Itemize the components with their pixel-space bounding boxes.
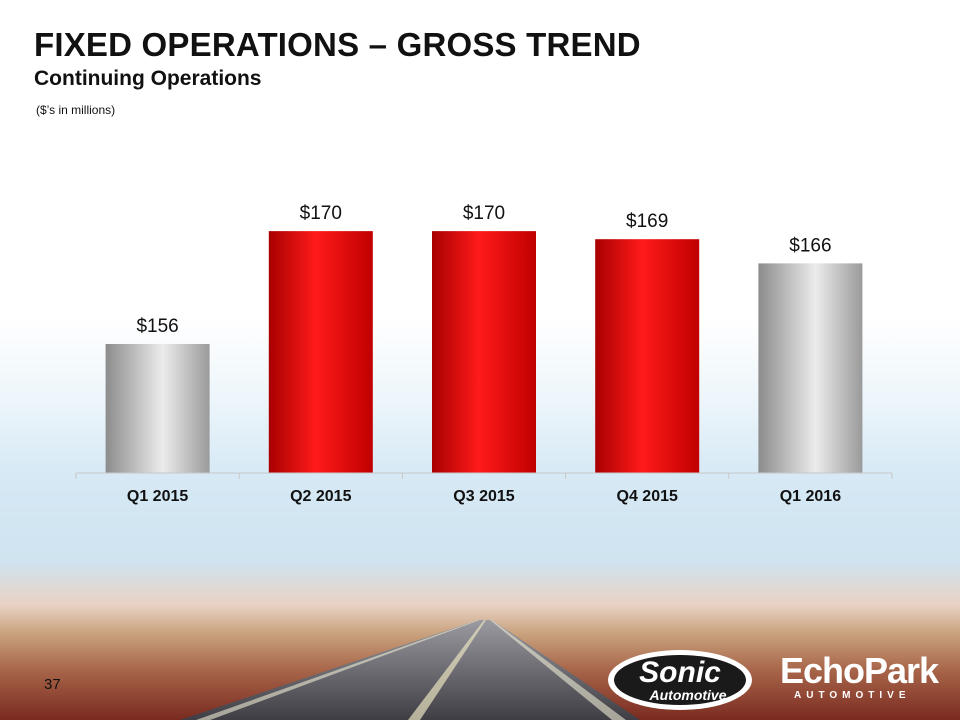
slide-subtitle: Continuing Operations bbox=[34, 67, 262, 90]
units-note: ($’s in millions) bbox=[36, 103, 116, 117]
svg-text:Sonic: Sonic bbox=[639, 656, 721, 689]
svg-text:Automotive: Automotive bbox=[649, 687, 727, 703]
x-tick-label: Q3 2015 bbox=[453, 488, 514, 505]
data-label: $166 bbox=[789, 235, 831, 256]
data-label: $170 bbox=[300, 203, 342, 224]
bar-q2-2015 bbox=[268, 231, 373, 473]
data-label: $170 bbox=[463, 203, 505, 224]
bar-q1-2016 bbox=[758, 263, 863, 473]
slide-title: FIXED OPERATIONS – GROSS TREND bbox=[34, 26, 641, 63]
echopark-wordmark: EchoPark bbox=[780, 650, 939, 691]
echopark-logo: EchoPark AUTOMOTIVE bbox=[780, 646, 940, 706]
data-label: $156 bbox=[136, 316, 178, 337]
x-tick-label: Q1 2016 bbox=[780, 488, 841, 505]
echopark-subtitle: AUTOMOTIVE bbox=[794, 690, 911, 701]
bar-q1-2015 bbox=[105, 344, 210, 473]
sonic-automotive-logo: Sonic Automotive bbox=[606, 648, 758, 712]
bar-q3-2015 bbox=[432, 231, 536, 473]
x-tick-label: Q2 2015 bbox=[290, 488, 351, 505]
bar-q4-2015 bbox=[595, 239, 700, 473]
page-number: 37 bbox=[44, 676, 61, 693]
x-tick-label: Q1 2015 bbox=[127, 488, 188, 505]
x-tick-label: Q4 2015 bbox=[617, 488, 678, 505]
data-label: $169 bbox=[626, 211, 668, 232]
